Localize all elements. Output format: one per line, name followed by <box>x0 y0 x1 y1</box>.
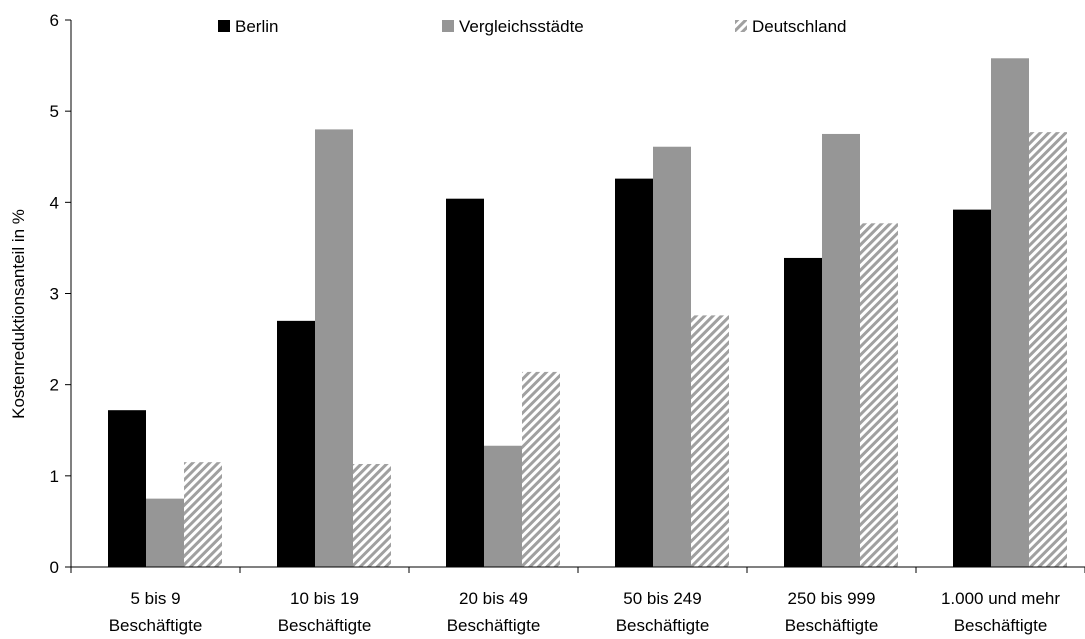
bar-deutschland-5 <box>1029 132 1067 567</box>
legend-label: Vergleichsstädte <box>459 17 584 36</box>
bar-deutschland-0 <box>184 462 222 567</box>
legend-swatch <box>442 20 454 32</box>
plot-area: 0 1 2 3 4 5 6 5 bis 9 Beschäftigte 10 bis 19 Besch… <box>50 11 1085 635</box>
x-category-label: 50 bis 249 <box>623 589 701 608</box>
bar-berlin-4 <box>784 257 822 567</box>
x-category-label: Beschäftigte <box>447 616 541 635</box>
x-category-label: 250 bis 999 <box>788 589 876 608</box>
bar-vergleichsst-dte-0 <box>146 498 184 567</box>
x-category-label: Beschäftigte <box>278 616 372 635</box>
bar-deutschland-2 <box>522 371 560 567</box>
bar-berlin-0 <box>108 410 146 567</box>
bar-vergleichsst-dte-3 <box>653 146 691 567</box>
x-category-label: 5 bis 9 <box>130 589 180 608</box>
bar-vergleichsst-dte-5 <box>991 58 1029 567</box>
x-category-label: Beschäftigte <box>954 616 1048 635</box>
x-category-label: 1.000 und mehr <box>941 589 1060 608</box>
legend: Berlin Vergleichsstädte Deutschland <box>218 17 847 36</box>
bar-vergleichsst-dte-1 <box>315 129 353 567</box>
bar-berlin-2 <box>446 198 484 568</box>
bar-berlin-5 <box>953 209 991 568</box>
x-category-label: 20 bis 49 <box>459 589 528 608</box>
x-category-label: 10 bis 19 <box>290 589 359 608</box>
legend-label: Berlin <box>235 17 278 36</box>
y-tick-label: 4 <box>50 193 59 212</box>
legend-swatch <box>218 20 230 32</box>
bar-deutschland-1 <box>353 463 391 567</box>
y-tick-label: 0 <box>50 558 59 577</box>
bar-vergleichsst-dte-4 <box>822 133 860 568</box>
y-tick-label: 1 <box>50 467 59 486</box>
legend-label: Deutschland <box>752 17 847 36</box>
legend-swatch <box>735 20 747 32</box>
bar-deutschland-4 <box>860 223 898 567</box>
x-category-label: Beschäftigte <box>109 616 203 635</box>
y-tick-label: 2 <box>50 376 59 395</box>
bar-berlin-3 <box>615 178 653 567</box>
y-tick-label: 3 <box>50 285 59 304</box>
bar-vergleichsst-dte-2 <box>484 445 522 567</box>
y-tick-label: 5 <box>50 102 59 121</box>
bar-berlin-1 <box>277 320 315 567</box>
y-tick-label: 6 <box>50 11 59 30</box>
y-axis-title: Kostenreduktionsanteil in % <box>9 209 28 419</box>
bar-deutschland-3 <box>691 315 729 567</box>
x-category-label: Beschäftigte <box>785 616 879 635</box>
x-category-label: Beschäftigte <box>616 616 710 635</box>
